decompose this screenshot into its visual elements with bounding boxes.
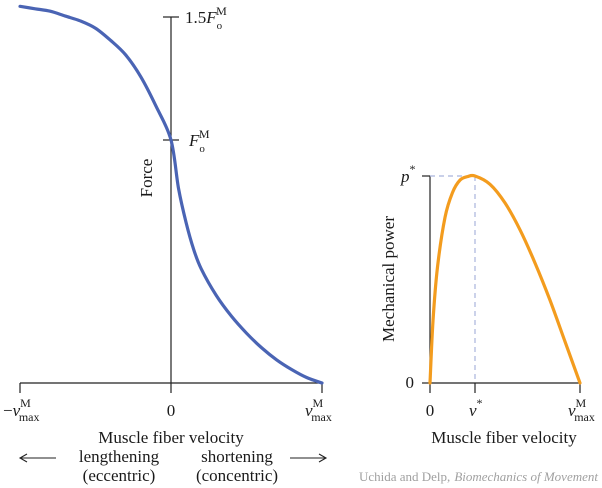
fv-pos-sub: max [311,410,332,424]
credit-book: Biomechanics of Movement [454,469,598,484]
pv-pstar-sup: * [410,162,416,176]
pv-y-axis-label: Mechanical power [379,216,398,342]
fv-x-tick-label-zero: 0 [167,401,176,420]
fv-neg-sign: − [3,401,13,420]
pv-vstar-main: v [469,401,477,420]
fv-x-tick-label-pos-max: vM max [305,396,332,424]
fv-ecc-sub: o [217,20,223,32]
fv-y-tick-label-iso: FoM [188,127,210,155]
pv-x-tick-label-zero: 0 [426,401,435,420]
fv-ecc-prefix: 1.5 [185,8,206,27]
fv-neg-main: v [13,401,21,420]
pv-x-tick-label-v-star: v* [469,396,483,420]
pv-y-tick-label-zero: 0 [406,373,415,392]
fv-ecc-main: F [205,8,217,27]
pv-x-tick-label-max: vM max [568,396,595,424]
pv-pstar-main: p [400,167,410,186]
fv-pos-main: v [305,401,313,420]
fv-neg-sup: M [20,396,31,410]
power-velocity-curve [428,173,582,385]
pv-vstar-sup: * [477,396,483,410]
fv-iso-sub: o [199,143,205,155]
concentric-label: (concentric) [196,466,278,485]
pv-max-sup: M [576,396,587,410]
pv-max-sub: max [574,410,595,424]
force-velocity-curve [18,4,324,385]
lengthening-arrow [18,453,56,463]
fv-pos-sup: M [313,396,324,410]
fv-y-tick-label-ecc: 1.5FoM [185,4,227,32]
fv-y-axis-label: Force [137,159,156,198]
fv-iso-sup: M [199,127,210,141]
shortening-label: shortening [201,447,273,466]
pv-y-tick-label-peak: p* [400,162,416,186]
pv-max-main: v [568,401,576,420]
force-velocity-chart: 1.5FoM FoM Force −vM max 0 vM max Muscle f… [3,4,332,485]
fv-x-axis-label: Muscle fiber velocity [98,428,244,447]
lengthening-label: lengthening [79,447,160,466]
eccentric-label: (eccentric) [83,466,156,485]
fv-x-tick-label-neg-max: −vM max [3,396,39,424]
pv-x-axis-label: Muscle fiber velocity [431,428,577,447]
credit-authors: Uchida and Delp, [359,469,450,484]
fv-neg-sub: max [19,410,40,424]
figure-credit: Uchida and Delp, Biomechanics of Movement [359,469,598,484]
power-velocity-chart: p* 0 Mechanical power 0 v* vM max Muscle … [379,162,595,447]
shortening-arrow [290,453,328,463]
fv-ecc-sup: M [216,4,227,18]
fv-iso-main: F [188,131,200,150]
